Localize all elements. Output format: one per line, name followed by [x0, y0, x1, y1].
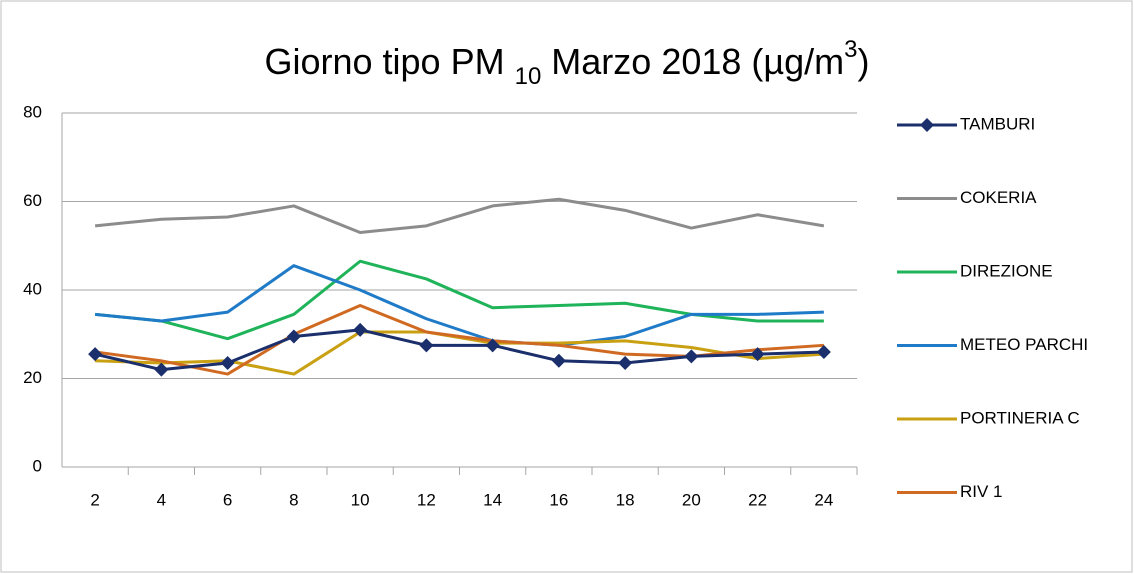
legend-marker [920, 118, 934, 132]
y-tick-label: 0 [33, 456, 42, 475]
title-part: Marzo 2018 (µg/m [541, 41, 844, 82]
point-marker [286, 329, 301, 344]
point-marker [551, 353, 566, 368]
legend-label: TAMBURI [960, 114, 1035, 133]
point-marker [618, 356, 633, 371]
x-tick-label: 24 [814, 490, 833, 509]
x-tick-label: 22 [748, 490, 767, 509]
point-marker [88, 347, 103, 362]
x-tick-label: 20 [682, 490, 701, 509]
point-marker [154, 362, 169, 377]
legend-label: COKERIA [960, 188, 1037, 207]
legend-label: DIREZIONE [960, 261, 1053, 280]
point-marker [353, 322, 368, 337]
legend-label: METEO PARCHI [960, 335, 1088, 354]
x-tick-label: 14 [483, 490, 502, 509]
x-tick-label: 18 [616, 490, 635, 509]
point-marker [684, 349, 699, 364]
y-tick-label: 20 [23, 368, 42, 387]
x-tick-label: 16 [549, 490, 568, 509]
x-tick-label: 10 [351, 490, 370, 509]
x-tick-label: 2 [90, 490, 99, 509]
x-tick-label: 6 [223, 490, 232, 509]
chart-title: Giorno tipo PM 10 Marzo 2018 (µg/m3) [264, 36, 869, 90]
point-marker [750, 347, 765, 362]
point-marker [816, 344, 831, 359]
x-tick-label: 8 [289, 490, 298, 509]
point-marker [220, 356, 235, 371]
y-tick-label: 40 [23, 279, 42, 298]
legend-label: RIV 1 [960, 482, 1003, 501]
title-part: ) [858, 41, 870, 82]
title-part: 10 [515, 63, 542, 90]
series-line [94, 264, 824, 347]
series-line [94, 197, 825, 234]
point-marker [419, 338, 434, 353]
x-tick-label: 12 [417, 490, 436, 509]
y-tick-label: 80 [23, 102, 42, 121]
title-part: 3 [844, 36, 857, 63]
title-part: Giorno tipo PM [264, 41, 514, 82]
legend-label: PORTINERIA C [960, 408, 1080, 427]
point-marker [485, 338, 500, 353]
x-tick-label: 4 [157, 490, 166, 509]
series-line [94, 328, 824, 372]
y-tick-label: 60 [23, 191, 42, 210]
